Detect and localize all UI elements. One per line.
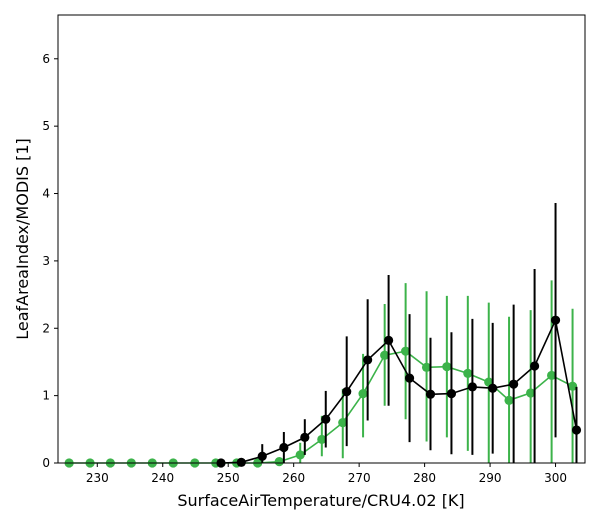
- data-point: [404, 373, 415, 383]
- data-point: [338, 417, 348, 428]
- data-point: [274, 457, 284, 467]
- data-point: [279, 442, 289, 453]
- data-point: [321, 414, 331, 424]
- data-point: [358, 389, 368, 399]
- data-point: [529, 361, 540, 371]
- plot-area: [64, 202, 582, 468]
- x-axis: 230 240 250 260 270 280 290 300: [86, 463, 567, 485]
- y-tick-label: 6: [42, 52, 50, 66]
- series-0: [64, 280, 578, 468]
- data-point: [463, 368, 473, 378]
- plot-frame: [57, 14, 586, 464]
- y-tick-label: 5: [42, 119, 50, 133]
- y-tick-label: 2: [42, 321, 50, 335]
- data-point: [257, 451, 267, 461]
- x-tick-label: 300: [544, 471, 567, 485]
- y-axis: 0 1 2 3 4 5 6: [42, 52, 58, 470]
- data-point: [425, 389, 436, 399]
- x-tick-label: 290: [479, 471, 502, 485]
- data-point: [547, 370, 557, 381]
- x-tick-label: 240: [151, 471, 174, 485]
- x-axis-label: SurfaceAirTemperature/CRU4.02 [K]: [177, 491, 464, 510]
- data-point: [509, 379, 519, 389]
- data-point: [488, 383, 498, 393]
- data-point: [467, 382, 477, 392]
- x-tick-label: 230: [86, 471, 109, 485]
- data-point: [567, 381, 578, 391]
- y-axis-label: LeafAreaIndex/MODIS [1]: [13, 138, 32, 340]
- data-point: [342, 386, 352, 397]
- y-tick-label: 4: [42, 187, 50, 201]
- data-point: [380, 350, 390, 360]
- data-point: [571, 425, 582, 435]
- data-point: [295, 450, 305, 460]
- data-point: [363, 355, 373, 365]
- series-1: [216, 202, 582, 468]
- series-line: [220, 317, 578, 464]
- x-tick-label: 280: [413, 471, 436, 485]
- x-tick-label: 260: [282, 471, 305, 485]
- x-tick-label: 250: [217, 471, 240, 485]
- data-point: [401, 346, 411, 356]
- y-tick-label: 0: [42, 456, 50, 470]
- data-point: [421, 362, 432, 372]
- data-point: [442, 362, 452, 372]
- data-point: [526, 388, 536, 398]
- x-tick-label: 270: [348, 471, 371, 485]
- y-tick-label: 1: [42, 389, 50, 403]
- data-point: [446, 389, 457, 399]
- data-point: [300, 432, 310, 442]
- data-point: [550, 315, 561, 325]
- data-point: [504, 395, 514, 405]
- data-point: [317, 434, 327, 445]
- data-point: [236, 457, 246, 467]
- data-point: [384, 335, 394, 345]
- y-tick-label: 3: [42, 254, 50, 268]
